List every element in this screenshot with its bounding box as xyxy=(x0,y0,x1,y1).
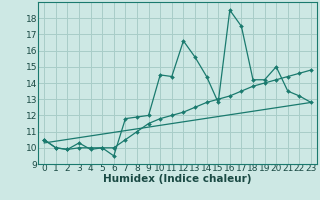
X-axis label: Humidex (Indice chaleur): Humidex (Indice chaleur) xyxy=(103,174,252,184)
